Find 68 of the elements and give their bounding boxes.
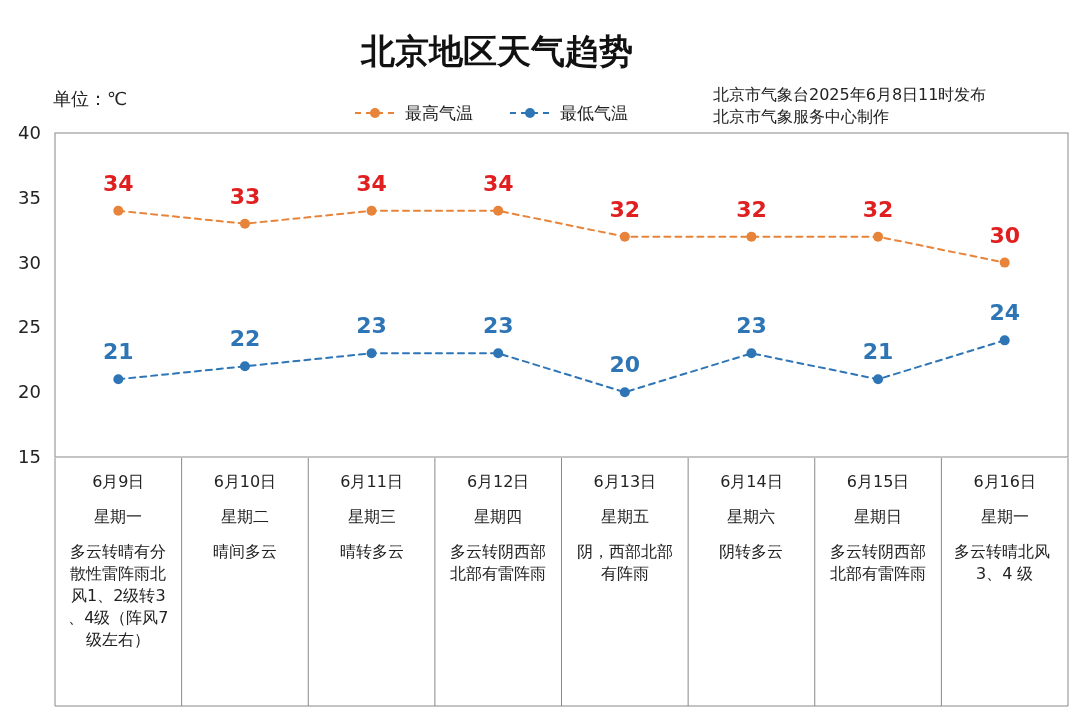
data-label: 33 — [229, 183, 261, 209]
y-tick-label: 35 — [18, 186, 41, 208]
y-tick-label: 40 — [18, 122, 41, 143]
text: 星期二 — [220, 507, 269, 526]
point — [619, 387, 630, 398]
text: 多云转晴北风 3、4 级 — [954, 542, 1056, 583]
data-label: 23 — [356, 313, 387, 339]
x-tick-label: 6月14日 — [720, 472, 783, 491]
y-tick-label: 15 — [18, 446, 41, 467]
data-label: 32 — [609, 196, 641, 222]
data-label: 23 — [736, 313, 767, 339]
x-tick-label: 6月11日 — [340, 472, 403, 491]
text: 星期五 — [600, 507, 649, 526]
data-label: 34 — [356, 170, 387, 196]
x-tick-label: 6月15日 — [846, 472, 910, 491]
point — [746, 348, 757, 359]
x-tick-label: 6月16日 — [973, 472, 1036, 491]
point — [999, 257, 1010, 268]
point — [239, 361, 250, 372]
text: 星期四 — [474, 507, 523, 526]
y-tick-label: 30 — [18, 251, 41, 273]
text: 星期三 — [347, 507, 396, 526]
y-tick-label: 20 — [18, 381, 41, 403]
point — [113, 374, 124, 385]
chart-subtitle: 北京市气象台2025年6月8日11时发布 — [713, 85, 987, 104]
data-label: 22 — [229, 326, 261, 352]
text: 多云转阴西部北部有雷阵雨 — [830, 542, 927, 583]
text: 晴间多云 — [212, 542, 277, 561]
point — [239, 218, 250, 229]
text: 星期一 — [980, 507, 1029, 526]
text: 阴转多云 — [719, 542, 784, 561]
point — [873, 374, 884, 385]
chart-title: 北京地区天气趋势 — [360, 31, 633, 71]
text: 星期六 — [727, 507, 776, 526]
data-label: 34 — [103, 170, 134, 196]
y-axis-title: 单位：℃ — [53, 88, 128, 109]
point — [493, 205, 504, 216]
x-tick-label: 6月13日 — [593, 472, 657, 491]
data-label: 32 — [736, 196, 767, 222]
x-tick-label: 6月10日 — [213, 472, 277, 491]
data-label: 34 — [482, 170, 514, 196]
point — [366, 205, 377, 216]
point — [999, 335, 1010, 346]
legend-label: 最低气温 — [560, 103, 628, 123]
text: 阴，西部北部有阵雨 — [576, 542, 673, 583]
point — [873, 231, 884, 242]
text: 多云转晴有分散性雷阵雨北风1、2级转3、4级（阵风7级左右） — [68, 542, 169, 649]
text: 晴转多云 — [339, 542, 404, 561]
x-tick-label: 6月9日 — [92, 472, 145, 491]
text: 星期日 — [854, 507, 903, 526]
x-tick-label: 6月12日 — [466, 472, 530, 491]
data-label: 23 — [482, 313, 514, 339]
data-label: 21 — [103, 339, 134, 365]
text: 北京市气象服务中心制作 — [713, 107, 889, 126]
data-label: 30 — [989, 222, 1020, 248]
point — [746, 231, 757, 242]
data-label: 20 — [609, 352, 641, 378]
point — [366, 348, 377, 359]
point — [619, 231, 630, 242]
text: 星期一 — [94, 507, 143, 526]
data-label: 32 — [862, 196, 894, 222]
point — [113, 205, 124, 216]
data-label: 21 — [862, 339, 894, 365]
legend-label: 最高气温 — [405, 103, 473, 123]
y-tick-label: 25 — [18, 316, 41, 338]
point — [493, 348, 504, 359]
text: 多云转阴西部北部有雷阵雨 — [450, 542, 547, 583]
data-label: 24 — [989, 300, 1020, 326]
